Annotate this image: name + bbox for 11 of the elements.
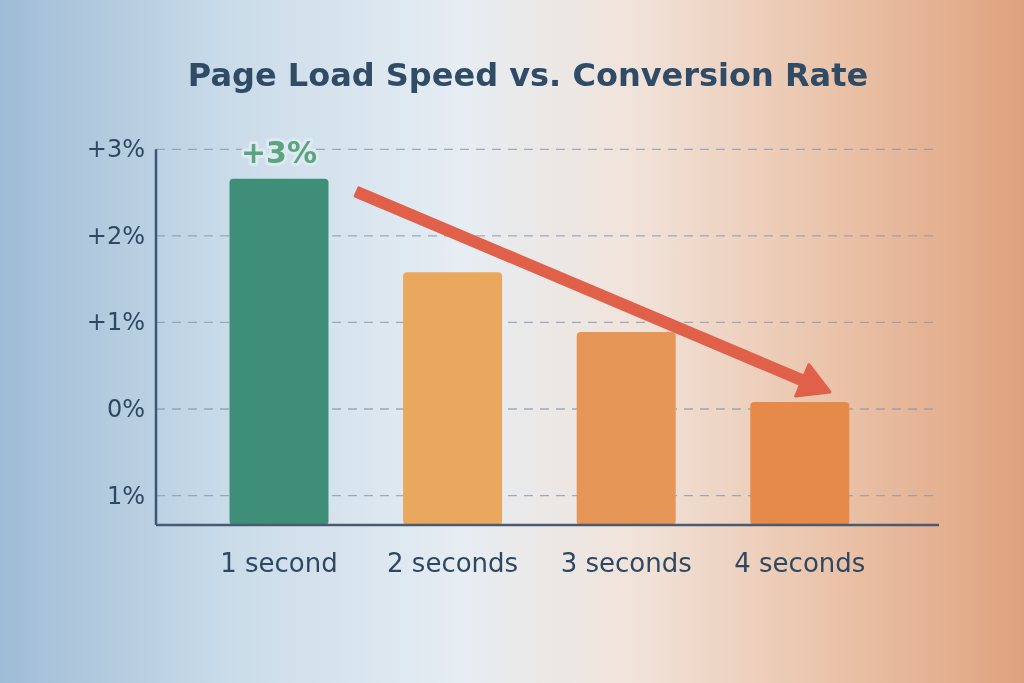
y-tick-label: 1% bbox=[106, 481, 145, 510]
y-tick-label: +2% bbox=[86, 221, 145, 250]
x-tick-label: 3 seconds bbox=[560, 548, 692, 578]
y-tick-label: +3% bbox=[86, 135, 145, 164]
chart-title: Page Load Speed vs. Conversion Rate bbox=[187, 56, 869, 94]
x-tick-label: 4 seconds bbox=[734, 548, 866, 578]
y-tick-label: 0% bbox=[106, 395, 145, 423]
x-tick-label: 2 seconds bbox=[387, 548, 519, 578]
x-tick-label: 1 second bbox=[220, 548, 338, 578]
annotation: +3% bbox=[240, 134, 318, 170]
y-tick-label: +1% bbox=[86, 308, 145, 337]
